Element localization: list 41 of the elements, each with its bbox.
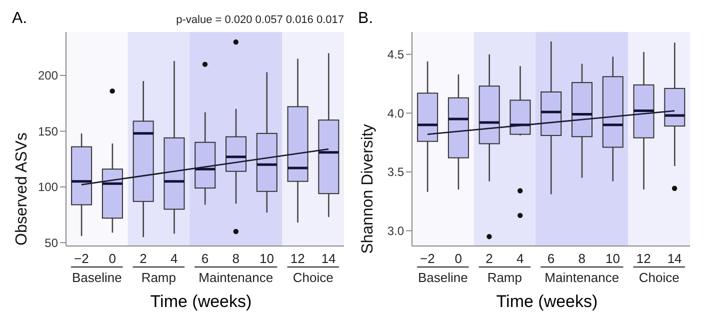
y-tick-label: 100 [38,180,58,194]
chart-title: A. [12,10,28,28]
x-tick-label: 4 [170,251,178,266]
x-tick-label: 0 [108,251,116,266]
x-tick-label: 4 [516,251,524,266]
x-tick-label: 10 [606,251,620,266]
chart-title: B. [358,10,374,28]
x-tick-label: 8 [232,251,240,266]
x-tick-label: 0 [454,251,462,266]
y-tick-label: 4.5 [387,48,404,62]
y-tick-label: 4.0 [387,106,404,120]
x-tick-label: 6 [201,251,209,266]
x-tick-label: 12 [636,251,651,266]
y-axis-title: Observed ASVs [14,132,31,246]
band-label: Maintenance [198,270,274,285]
band-label: Baseline [418,270,468,285]
x-tick-label: 2 [486,251,493,266]
y-axis-title: Shannon Diversity [360,124,377,254]
x-tick-label: 14 [667,251,682,266]
band-label: Ramp [141,270,176,285]
y-tick-label: 150 [38,124,58,138]
text: p-value = 0.020 0.057 0.016 0.017 [176,14,344,26]
band-label: Baseline [72,270,122,285]
y-tick-label: 3.0 [387,224,404,238]
x-tick-label: 6 [547,251,555,266]
x-tick-label: −2 [74,251,89,266]
x-tick-label: 14 [321,251,336,266]
x-tick-label: 2 [140,251,147,266]
x-tick-label: −2 [420,251,435,266]
x-axis-title: Time (weeks) [149,292,253,312]
y-tick-label: 3.5 [387,165,404,180]
band-label: Ramp [487,270,522,285]
x-tick-label: 12 [290,251,305,266]
y-tick-label: 200 [38,68,58,83]
x-axis-title: Time (weeks) [495,292,599,312]
band-label: Choice [638,270,680,285]
x-tick-label: 10 [260,251,274,266]
band-label: Choice [292,270,334,285]
band-label: Maintenance [544,270,620,285]
y-tick-label: 50 [44,236,58,250]
x-tick-label: 8 [578,251,586,266]
